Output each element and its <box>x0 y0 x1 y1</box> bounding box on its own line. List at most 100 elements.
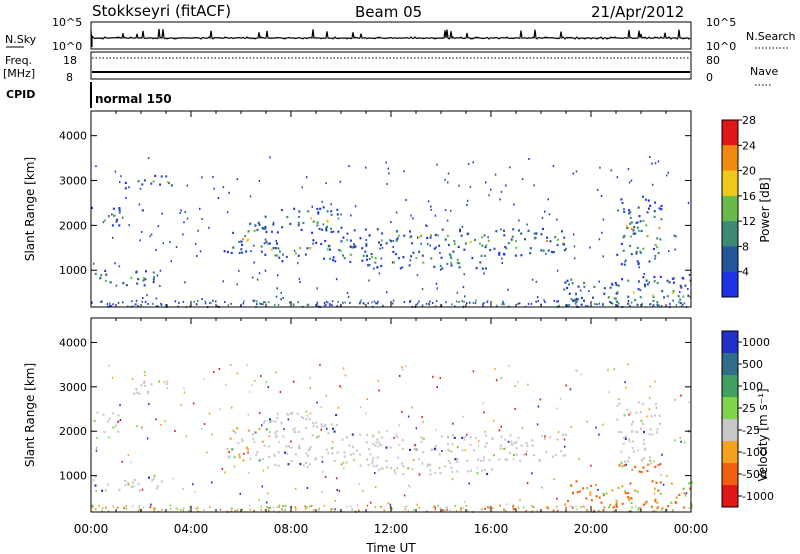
data-cell <box>157 225 160 228</box>
data-cell <box>175 246 178 248</box>
data-cell <box>235 509 238 512</box>
data-cell <box>635 251 638 254</box>
data-cell <box>416 302 419 305</box>
data-cell <box>432 375 434 378</box>
data-cell <box>616 418 619 421</box>
data-cell <box>201 428 203 430</box>
data-cell <box>430 208 432 211</box>
data-cell <box>648 433 651 436</box>
data-cell <box>463 273 465 276</box>
data-cell <box>183 221 185 224</box>
data-cell <box>143 179 146 182</box>
data-cell <box>472 301 475 304</box>
data-cell <box>436 386 438 388</box>
data-cell <box>525 450 528 453</box>
data-cell <box>576 370 579 372</box>
data-cell <box>641 459 644 462</box>
data-cell <box>482 456 485 459</box>
data-cell <box>440 435 443 438</box>
data-cell <box>600 194 603 197</box>
data-cell <box>629 482 632 485</box>
data-cell <box>492 507 494 510</box>
data-cell <box>500 435 503 438</box>
data-cell <box>261 485 263 488</box>
data-cell <box>339 249 342 252</box>
data-cell <box>430 234 432 237</box>
data-cell <box>477 458 480 461</box>
data-cell <box>285 445 288 448</box>
data-cell <box>153 276 156 279</box>
data-cell <box>318 227 321 231</box>
data-cell <box>466 470 469 473</box>
data-cell <box>657 464 660 467</box>
data-cell <box>440 268 442 271</box>
data-cell <box>556 438 559 441</box>
data-cell <box>111 412 114 415</box>
data-cell <box>542 249 545 252</box>
data-cell <box>380 505 382 508</box>
data-cell <box>434 507 436 510</box>
data-cell <box>342 254 344 257</box>
data-cell <box>323 304 326 307</box>
data-cell <box>285 504 287 507</box>
data-cell <box>622 436 625 439</box>
data-cell <box>553 251 555 254</box>
data-cell <box>346 238 349 242</box>
data-cell <box>297 262 299 265</box>
data-cell <box>569 388 572 391</box>
data-cell <box>656 501 659 504</box>
data-cell <box>260 303 262 305</box>
data-cell <box>420 234 423 237</box>
data-cell <box>532 506 535 509</box>
data-cell <box>438 453 441 456</box>
data-cell <box>309 446 312 449</box>
data-cell <box>116 421 119 424</box>
data-cell <box>272 223 275 226</box>
data-cell <box>630 301 633 304</box>
data-cell <box>500 190 503 193</box>
data-cell <box>528 158 530 160</box>
data-cell <box>627 300 630 302</box>
data-cell <box>273 453 276 456</box>
data-cell <box>682 295 685 298</box>
data-cell <box>336 208 339 211</box>
data-cell <box>593 285 596 288</box>
data-cell <box>122 301 124 304</box>
data-cell <box>629 244 632 247</box>
data-cell <box>689 487 692 490</box>
data-cell <box>418 236 420 239</box>
data-cell <box>346 291 349 294</box>
cpid-value: normal 150 <box>95 92 172 106</box>
data-cell <box>637 262 640 265</box>
data-cell <box>390 240 392 243</box>
data-cell <box>570 278 573 281</box>
data-cell <box>280 298 282 301</box>
data-cell <box>637 221 639 224</box>
data-cell <box>163 381 166 384</box>
data-cell <box>397 456 399 459</box>
data-cell <box>126 482 129 485</box>
data-cell <box>509 434 512 437</box>
data-cell <box>294 453 297 456</box>
data-cell <box>197 229 199 232</box>
data-cell <box>256 300 258 303</box>
data-cell <box>387 502 389 504</box>
data-cell <box>466 233 469 236</box>
data-cell <box>639 509 641 512</box>
data-cell <box>518 302 521 305</box>
data-cell <box>247 230 250 233</box>
data-cell <box>367 264 370 267</box>
data-cell <box>630 501 633 505</box>
data-cell <box>217 197 220 199</box>
data-cell <box>150 182 153 185</box>
data-cell <box>92 506 94 509</box>
data-cell <box>631 440 634 443</box>
colorbar-segment <box>722 271 738 298</box>
data-cell <box>432 506 434 509</box>
data-cell <box>112 303 114 306</box>
data-cell <box>458 266 461 269</box>
data-cell <box>505 184 507 187</box>
data-cell <box>354 245 357 248</box>
data-cell <box>658 414 661 417</box>
colorbar-segment <box>722 397 738 420</box>
